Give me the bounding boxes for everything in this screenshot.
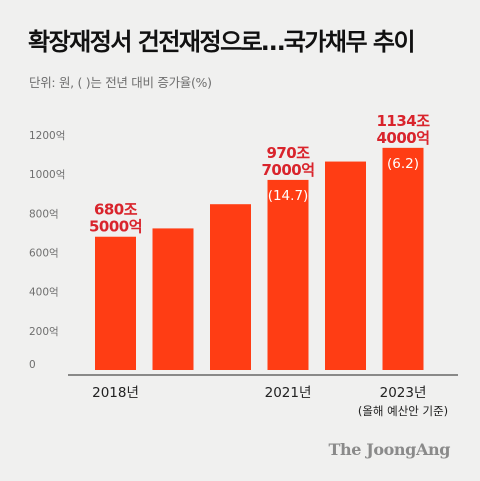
bar-2023 <box>382 147 424 370</box>
y-tick-label: 600억 <box>29 248 59 260</box>
y-tick-label: 1000억 <box>29 169 65 181</box>
growth-label: (14.7) <box>268 188 309 204</box>
bar-2022 <box>325 161 366 370</box>
value-label: 1134조 <box>376 112 430 130</box>
value-label: 4000억 <box>376 129 429 147</box>
chart-title: 확장재정서 건전재정으로…국가채무 추이 <box>28 28 416 56</box>
x-tick-label: 2023년 <box>380 385 427 401</box>
y-tick-label: 200억 <box>29 326 59 338</box>
bar-2021 <box>267 179 309 370</box>
y-tick-label: 1200억 <box>29 130 65 142</box>
value-label: 7000억 <box>261 161 314 179</box>
y-tick-label: 0 <box>29 359 36 371</box>
bar-2020 <box>210 204 251 370</box>
value-label: 680조 <box>94 201 138 219</box>
bar-2019 <box>152 228 194 370</box>
source-logo: The JoongAng <box>328 440 451 459</box>
bar-2018 <box>95 236 136 370</box>
y-tick-label: 400억 <box>29 287 59 299</box>
y-tick-label: 800억 <box>29 208 59 220</box>
x-tick-sublabel: (올해 예산안 기준) <box>358 404 448 418</box>
growth-label: (6.2) <box>387 156 419 172</box>
x-tick-label: 2018년 <box>92 385 139 401</box>
unit-note: 단위: 원, ( )는 전년 대비 증가율(%) <box>29 75 212 90</box>
value-label: 970조 <box>266 144 310 162</box>
x-tick-label: 2021년 <box>265 385 312 401</box>
value-label: 5000억 <box>89 218 142 236</box>
